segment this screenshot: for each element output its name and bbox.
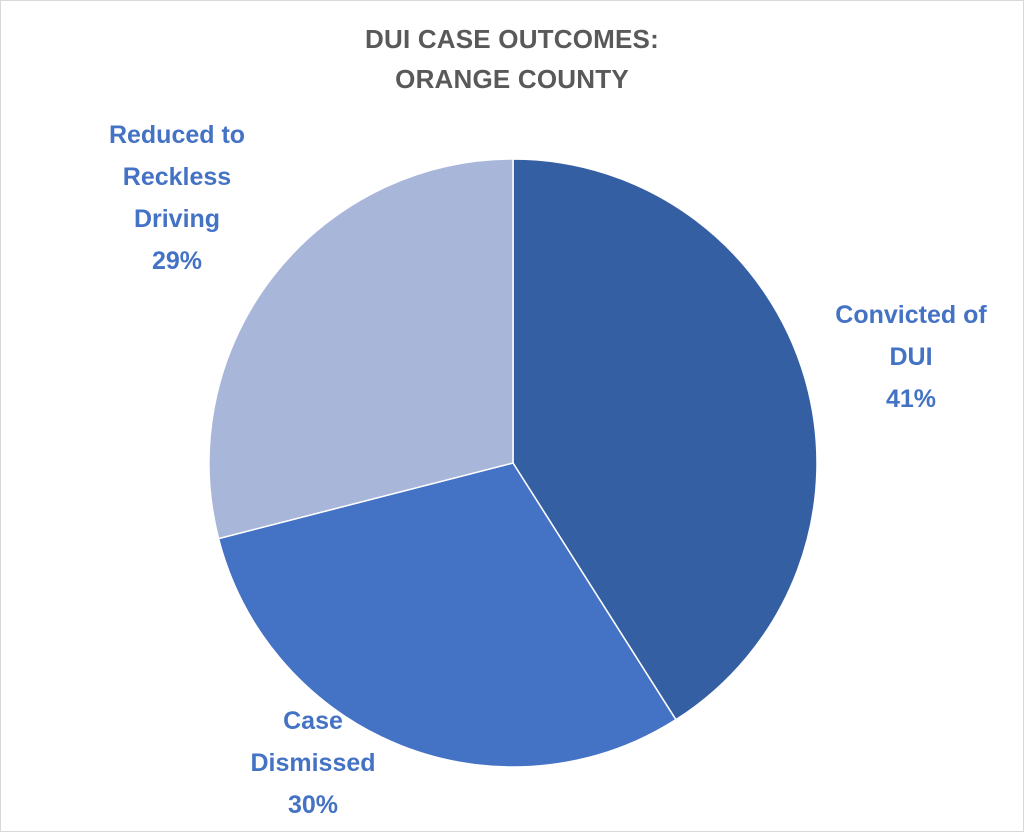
data-label-category-line: Convicted of — [835, 301, 987, 329]
data-label-category-line: Reckless — [123, 163, 231, 191]
chart-title-line-1: DUI CASE OUTCOMES: — [365, 24, 659, 54]
data-label-case-dismissed: Case Dismissed 30% — [250, 707, 375, 819]
pie-slice-convicted-of-dui — [512, 158, 818, 721]
data-label-category-line: Case — [283, 707, 343, 735]
data-label-value: 29% — [152, 247, 202, 275]
data-label-value: 41% — [886, 385, 936, 413]
data-label-reduced-to-reckless-driving: Reduced to Reckless Driving 29% — [109, 121, 245, 275]
chart-title: DUI CASE OUTCOMES: ORANGE COUNTY — [1, 19, 1023, 99]
data-label-value: 30% — [288, 791, 338, 819]
data-label-category-line: DUI — [889, 343, 932, 371]
data-label-convicted-of-dui: Convicted of DUI 41% — [835, 301, 987, 413]
pie-slice-reduced-to-reckless-driving — [208, 158, 514, 540]
data-label-category-line: Reduced to — [109, 121, 245, 149]
chart-title-line-2: ORANGE COUNTY — [395, 64, 629, 94]
pie-slice-case-dismissed — [217, 462, 677, 768]
data-label-category-line: Dismissed — [250, 749, 375, 777]
data-label-category-line: Driving — [134, 205, 220, 233]
